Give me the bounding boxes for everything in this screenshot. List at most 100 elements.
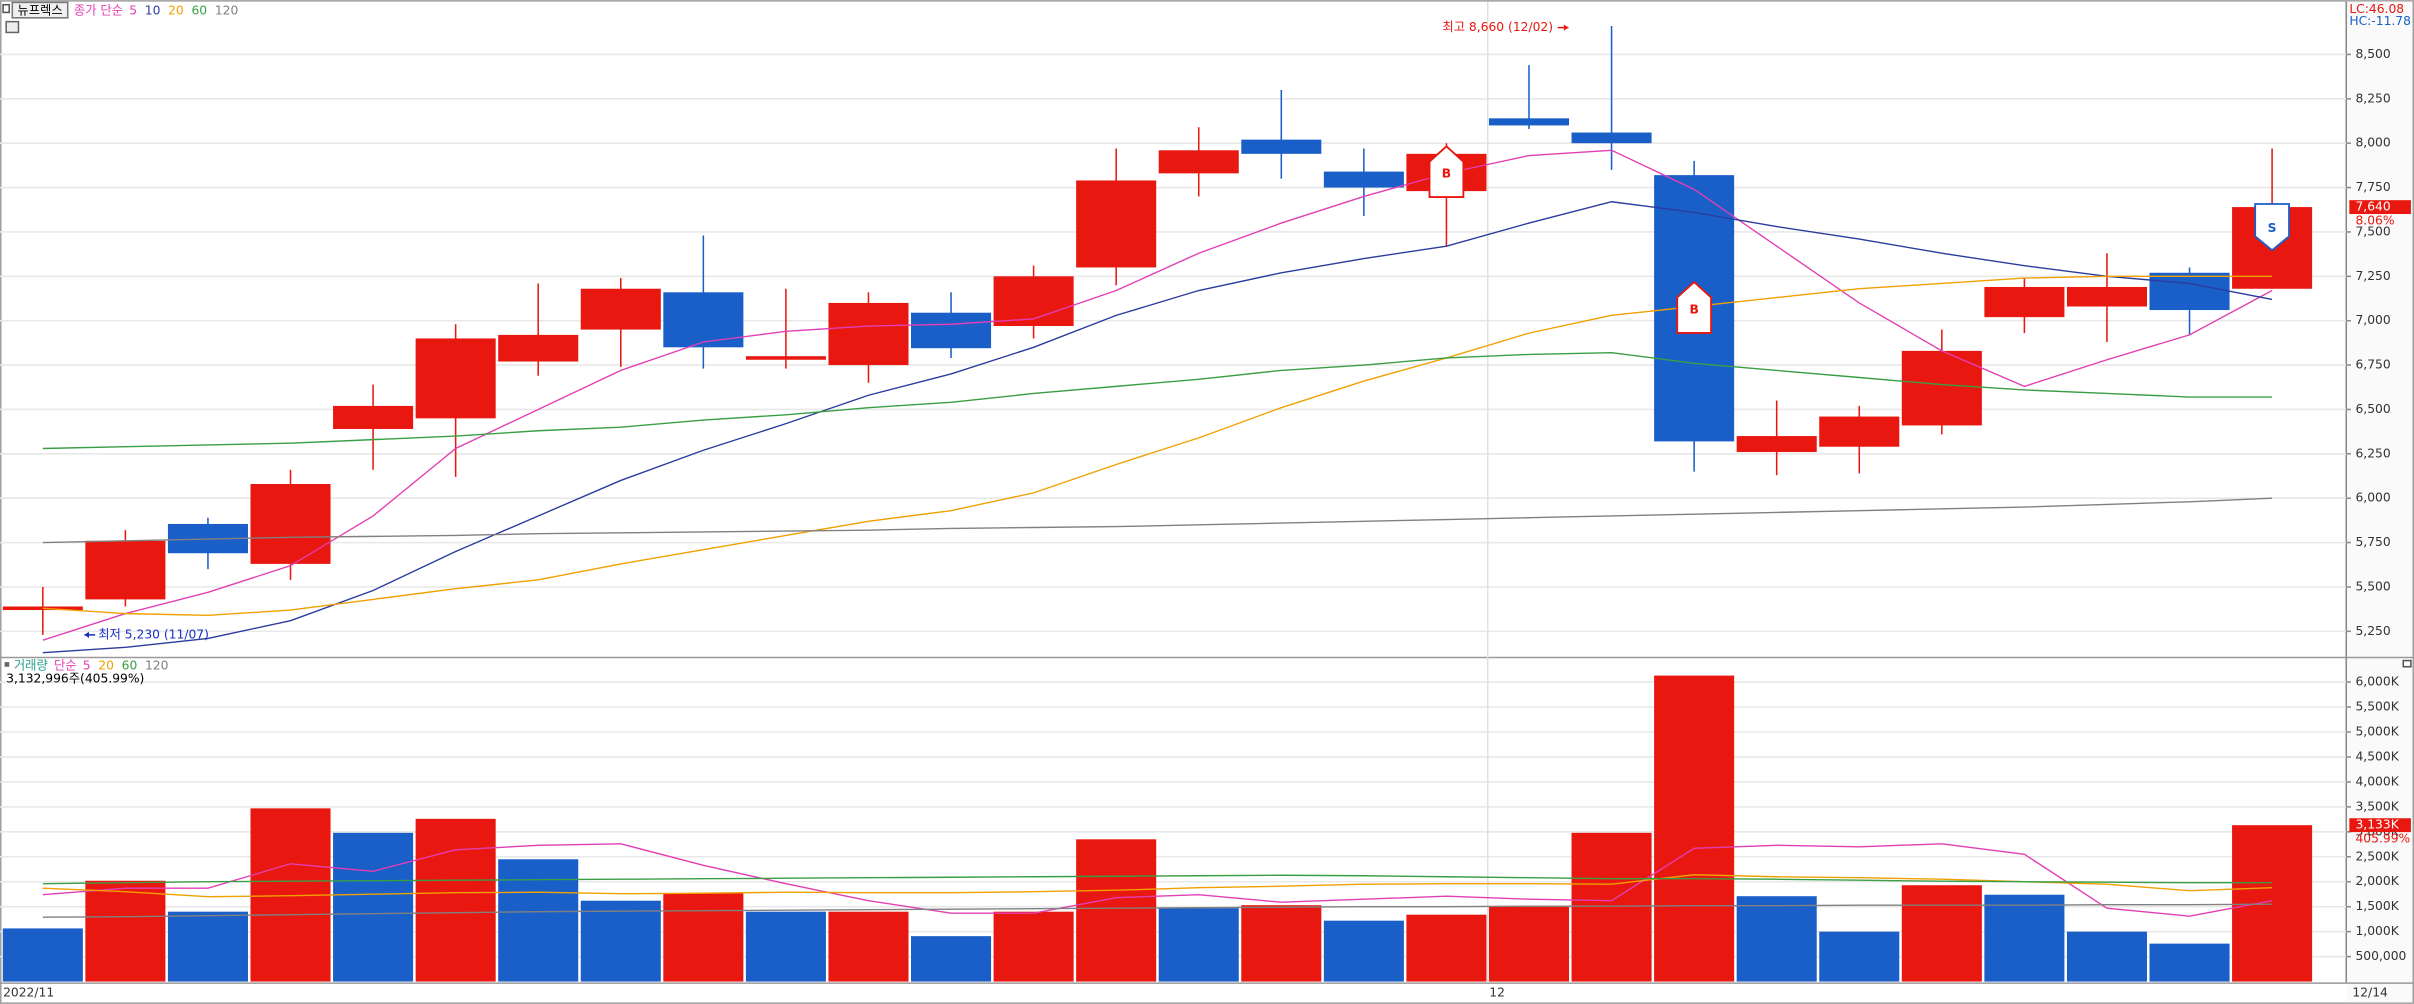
candle-body: [415, 338, 496, 419]
moving-average: [42, 275, 2273, 617]
volume-bar: [580, 900, 661, 982]
candle-body: [828, 302, 909, 366]
volume-bar: [1241, 905, 1322, 982]
y-tick-label: 6,000: [2355, 491, 2390, 505]
y-tick-label: 5,250: [2355, 624, 2390, 638]
volume-bar: [2149, 943, 2230, 982]
volume-bar: [828, 911, 909, 982]
last-volume-label: 3,133K: [2355, 818, 2399, 832]
candle-body: [2, 606, 83, 611]
y-tick-label: 5,750: [2355, 535, 2390, 549]
moving-average: [42, 497, 2273, 544]
y-tick-label: 6,750: [2355, 358, 2390, 372]
last-price-box: [2349, 200, 2411, 215]
legend-entry: 10: [145, 3, 161, 17]
y-tick-label: 7,750: [2355, 180, 2390, 194]
y-tick-label: 1,000K: [2355, 924, 2399, 938]
y-tick-label: 2,000K: [2355, 874, 2399, 888]
toolbar-icon[interactable]: [5, 20, 20, 34]
menu-icon[interactable]: [2, 3, 11, 14]
legend-entry: 20: [98, 658, 114, 672]
candle-body: [1736, 436, 1817, 453]
volume-bar: [1654, 675, 1735, 982]
y-tick-label: 2,500K: [2355, 849, 2399, 863]
low-annotation: 최저 5,230 (11/07): [98, 627, 209, 641]
y-tick-label: 7,250: [2355, 269, 2390, 283]
volume-bar: [2232, 825, 2313, 982]
y-tick-label: 4,500K: [2355, 749, 2399, 763]
volume-bar: [498, 859, 579, 982]
signal-marker: [1676, 280, 1712, 334]
volume-bar: [2066, 931, 2147, 982]
candle-body: [1241, 139, 1322, 154]
last-change-label: 8.06%: [2355, 213, 2394, 227]
candle-body: [1901, 350, 1982, 426]
legend-entry: 20: [168, 3, 184, 17]
volume-bar: [911, 936, 992, 982]
y-tick-label: 8,250: [2355, 91, 2390, 105]
moving-average: [42, 149, 2273, 641]
candle-body: [745, 356, 826, 360]
high-annotation: 최고 8,660 (12/02): [1442, 20, 1553, 34]
volume-bar: [1488, 906, 1570, 982]
candle-body: [498, 334, 579, 362]
candle-body: [333, 405, 414, 429]
candle-body: [1819, 416, 1900, 447]
candle-body: [580, 288, 661, 330]
moving-average: [42, 351, 2273, 450]
stock-button[interactable]: [11, 1, 69, 19]
y-tick-label: 5,500: [2355, 579, 2390, 593]
y-tick-label: 7,500: [2355, 224, 2390, 238]
volume-title: 거래량: [14, 658, 48, 672]
volume-bar: [1323, 920, 1404, 982]
y-tick-label: 5,000K: [2355, 724, 2399, 738]
last-price-label: 7,640: [2355, 200, 2390, 214]
volume-bar: [85, 880, 166, 982]
x-tick-label: 12/14: [2352, 986, 2388, 1000]
moving-average: [42, 201, 2273, 654]
legend-entry: 60: [122, 658, 138, 672]
candle-body: [2149, 272, 2230, 311]
volume-bar: [1076, 839, 1157, 982]
legend-entry: 5: [83, 658, 91, 672]
volume-bar: [1901, 885, 1982, 982]
y-tick-label: 8,000: [2355, 136, 2390, 150]
candle-body: [1984, 286, 2065, 318]
candle-body: [1488, 118, 1570, 126]
stock-name[interactable]: 뉴프렉스: [17, 3, 62, 17]
signal-label: B: [1689, 302, 1698, 316]
hc-label: HC:-11.78: [2349, 14, 2411, 28]
last-volume-change: 405.99%: [2355, 832, 2410, 846]
moving-average: [42, 843, 2273, 917]
legend-entry: 60: [191, 3, 207, 17]
moving-average: [42, 874, 2273, 898]
candle-body: [1571, 132, 1652, 144]
volume-bar: [1571, 832, 1652, 982]
volume-bar: [1736, 896, 1817, 982]
legend-prefix: 단순: [54, 658, 77, 672]
candle-body: [85, 540, 166, 600]
panel-button[interactable]: [2402, 659, 2412, 668]
volume-bar: [2, 928, 83, 982]
moving-average: [42, 903, 2273, 918]
volume-icon: [4, 662, 10, 667]
x-tick-label: 2022/11: [3, 986, 54, 1000]
volume-bar: [745, 911, 826, 982]
candle-body: [2066, 286, 2147, 307]
volume-bar: [415, 818, 496, 982]
y-tick-label: 6,250: [2355, 446, 2390, 460]
volume-bar: [333, 832, 414, 982]
volume-bar: [1406, 914, 1487, 982]
y-tick-label: 6,000K: [2355, 675, 2399, 689]
legend-entry: 120: [215, 3, 238, 17]
volume-bar: [663, 893, 744, 982]
signal-label: S: [2268, 221, 2277, 235]
y-tick-label: 1,500K: [2355, 899, 2399, 913]
candle-body: [1076, 180, 1157, 268]
legend-entry: 5: [129, 3, 137, 17]
y-tick-label: 8,500: [2355, 47, 2390, 61]
legend-entry: 120: [145, 658, 168, 672]
y-tick-label: 7,000: [2355, 313, 2390, 327]
volume-bar: [993, 911, 1074, 982]
